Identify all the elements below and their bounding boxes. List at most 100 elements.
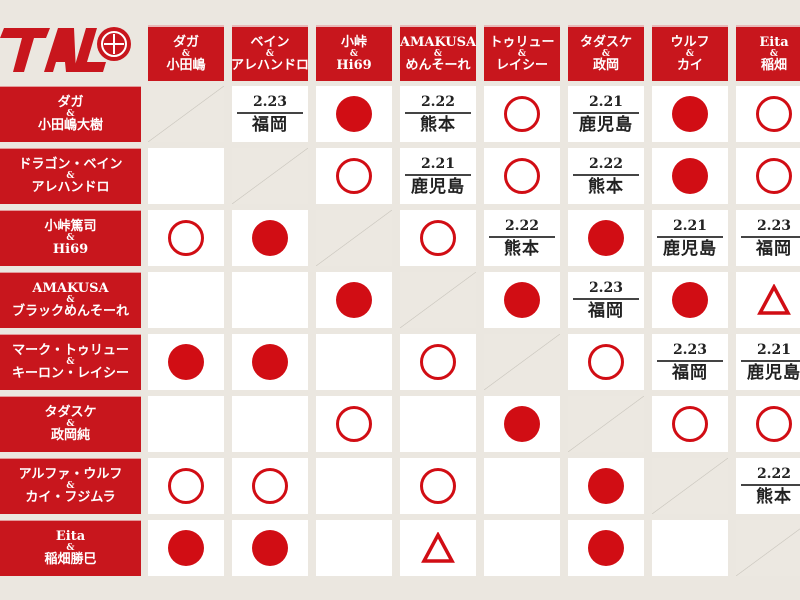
column-header-name: アレハンドロ [232, 57, 308, 73]
column-header-name: レイシー [495, 57, 548, 73]
filled-circle-icon [588, 468, 624, 504]
column-header-6: タダスケ & 政岡 [568, 25, 644, 81]
column-header-ampersand: & [433, 48, 443, 59]
match-venue: 福岡 [588, 300, 624, 321]
row-header-name: アレハンドロ [31, 180, 110, 195]
column-header-8: Eita & 稲畑 [736, 25, 800, 81]
match-venue: 熊本 [420, 114, 456, 135]
match-cell [400, 334, 476, 390]
match-cell [148, 334, 224, 390]
row-header-name: 政岡純 [50, 428, 90, 443]
column-header-name: タダスケ [579, 34, 632, 50]
match-cell [400, 396, 476, 452]
row-header-ampersand: & [66, 295, 75, 305]
match-cell [484, 396, 560, 452]
row-header-4: AMAKUSA & ブラックめんそーれ [0, 272, 141, 328]
hollow-circle-icon [420, 220, 456, 256]
column-header-name: 小峠 [340, 34, 367, 50]
match-cell [400, 520, 476, 576]
match-cell [316, 148, 392, 204]
match-date: 2.21 [672, 217, 708, 234]
match-cell: 2.23 福岡 [568, 272, 644, 328]
column-header-7: ウルフ & カイ [652, 25, 728, 81]
filled-circle-icon [672, 282, 708, 318]
row-header-1: ダガ & 小田嶋大樹 [0, 86, 141, 142]
match-cell [568, 520, 644, 576]
match-cell: 2.23 福岡 [652, 334, 728, 390]
divider [741, 359, 800, 362]
scheduled-match: 2.21 鹿児島 [657, 218, 723, 259]
match-cell [232, 148, 308, 204]
match-cell [400, 458, 476, 514]
row-header-3: 小峠篤司 & Hi69 [0, 210, 141, 266]
row-header-name: ドラゴン・ベイン [18, 157, 123, 173]
match-cell [652, 396, 728, 452]
match-cell [148, 396, 224, 452]
match-cell [148, 458, 224, 514]
match-cell [736, 148, 800, 204]
match-cell [316, 396, 392, 452]
column-header-5: トゥリュー & レイシー [484, 25, 560, 81]
match-cell [652, 458, 728, 514]
hollow-circle-icon [168, 220, 204, 256]
match-cell: 2.22 熊本 [568, 148, 644, 204]
match-cell [736, 396, 800, 452]
match-cell [316, 334, 392, 390]
row-header-ampersand: & [66, 543, 75, 553]
hollow-circle-icon [252, 468, 288, 504]
hollow-circle-icon [420, 344, 456, 380]
row-header-ampersand: & [66, 171, 75, 181]
hollow-circle-icon [504, 96, 540, 132]
match-cell [568, 396, 644, 452]
column-header-ampersand: & [517, 48, 527, 59]
match-venue: 鹿児島 [579, 114, 633, 135]
row-header-5: マーク・トゥリュー & キーロン・レイシー [0, 334, 141, 390]
scheduled-match: 2.23 福岡 [741, 218, 800, 259]
match-date: 2.23 [756, 217, 792, 234]
filled-circle-icon [336, 282, 372, 318]
filled-circle-icon [252, 530, 288, 566]
match-cell [232, 458, 308, 514]
column-header-name: AMAKUSA [400, 34, 476, 50]
filled-circle-icon [168, 530, 204, 566]
match-cell: 2.22 熊本 [736, 458, 800, 514]
match-cell [232, 272, 308, 328]
match-cell: 2.21 鹿児島 [652, 210, 728, 266]
match-venue: 鹿児島 [411, 176, 465, 197]
column-header-name: カイ [676, 57, 703, 73]
row-header-8: Eita & 稲畑勝巳 [0, 520, 141, 576]
row-header-name: AMAKUSA [32, 281, 109, 297]
scheduled-match: 2.22 熊本 [489, 218, 555, 259]
match-date: 2.23 [672, 341, 708, 358]
row-header-7: アルファ・ウルフ & カイ・フジムラ [0, 458, 141, 514]
match-venue: 熊本 [504, 238, 540, 259]
row-header-ampersand: & [66, 109, 75, 119]
match-cell [652, 272, 728, 328]
filled-circle-icon [168, 344, 204, 380]
column-header-name: 政岡 [592, 57, 619, 73]
scheduled-match: 2.21 鹿児島 [573, 94, 639, 135]
match-cell [148, 86, 224, 142]
match-venue: 鹿児島 [747, 362, 800, 383]
column-header-ampersand: & [349, 48, 359, 59]
match-cell [316, 520, 392, 576]
match-date: 2.22 [588, 155, 624, 172]
scheduled-match: 2.23 福岡 [657, 342, 723, 383]
divider [573, 297, 639, 300]
row-header-name: ブラックめんそーれ [11, 304, 129, 319]
filled-circle-icon [252, 220, 288, 256]
filled-circle-icon [672, 96, 708, 132]
divider [741, 235, 800, 238]
row-header-ampersand: & [66, 481, 75, 491]
column-header-ampersand: & [265, 48, 275, 59]
match-venue: 福岡 [672, 362, 708, 383]
match-cell [484, 86, 560, 142]
match-venue: 熊本 [756, 486, 792, 507]
match-cell [484, 148, 560, 204]
column-header-name: Eita [759, 34, 789, 50]
match-venue: 鹿児島 [663, 238, 717, 259]
match-cell [148, 210, 224, 266]
match-cell: 2.22 熊本 [400, 86, 476, 142]
match-cell [400, 210, 476, 266]
match-date: 2.22 [420, 93, 456, 110]
